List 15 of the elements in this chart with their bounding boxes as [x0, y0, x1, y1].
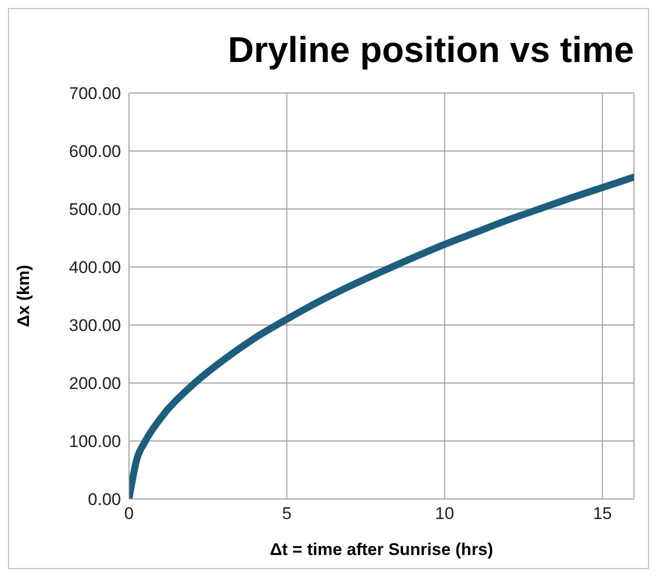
y-tick-label: 100.00 — [69, 432, 121, 452]
y-tick-label: 200.00 — [69, 374, 121, 394]
y-tick-label: 300.00 — [69, 316, 121, 336]
chart-title: Dryline position vs time — [226, 28, 635, 72]
x-tick-label: 0 — [124, 504, 134, 524]
x-tick-label: 10 — [435, 504, 454, 524]
y-tick-label: 600.00 — [69, 142, 121, 162]
x-tick-label: 15 — [592, 504, 612, 524]
x-tick-label: 5 — [282, 504, 292, 524]
y-tick-label: 700.00 — [69, 84, 121, 104]
x-axis-title: Δt = time after Sunrise (hrs) — [270, 540, 494, 559]
y-tick-label: 0.00 — [88, 490, 121, 510]
y-tick-label: 500.00 — [69, 200, 121, 220]
y-axis-title: Δx (km) — [14, 264, 34, 328]
y-tick-label: 400.00 — [69, 258, 121, 278]
